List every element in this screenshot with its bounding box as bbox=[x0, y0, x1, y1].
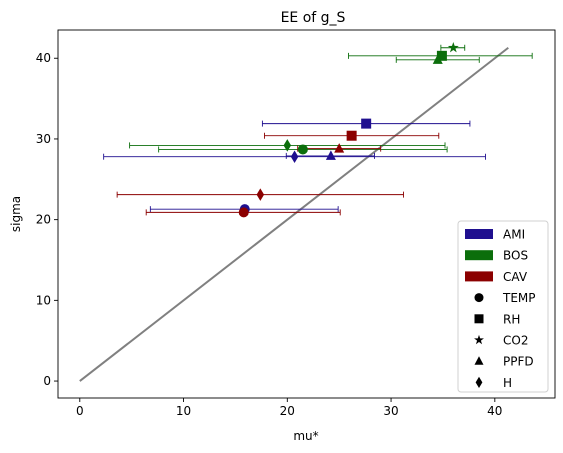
legend-label: H bbox=[503, 376, 512, 390]
legend-entry-rh: RH bbox=[474, 312, 520, 326]
legend-marker bbox=[474, 334, 484, 345]
y-tick-label: 10 bbox=[36, 293, 51, 307]
legend-label: CAV bbox=[503, 270, 528, 284]
legend-label: RH bbox=[503, 312, 520, 326]
legend-marker bbox=[474, 356, 484, 365]
y-tick-label: 0 bbox=[43, 374, 51, 388]
point-cav-h bbox=[256, 188, 265, 201]
legend-swatch bbox=[465, 229, 493, 239]
chart-title: EE of g_S bbox=[281, 10, 346, 26]
legend-label: BOS bbox=[503, 249, 528, 263]
x-tick-label: 0 bbox=[76, 404, 84, 418]
point-cav-temp bbox=[238, 207, 249, 218]
x-tick-label: 30 bbox=[383, 404, 398, 418]
legend-marker bbox=[474, 293, 484, 303]
reference-line bbox=[79, 46, 509, 382]
legend-marker bbox=[474, 314, 484, 324]
y-axis-label: sigma bbox=[9, 196, 23, 232]
legend-box bbox=[457, 220, 549, 393]
legend-swatch bbox=[465, 271, 493, 282]
point-ami-h bbox=[290, 150, 299, 163]
x-axis: 0 10 20 30 40 bbox=[76, 398, 502, 418]
point-bos-temp bbox=[297, 144, 308, 155]
y-tick-label: 40 bbox=[36, 51, 51, 65]
legend-label: TEMP bbox=[502, 291, 536, 305]
legend-entry-h: H bbox=[475, 376, 512, 390]
point-bos-h bbox=[283, 139, 292, 152]
x-tick-label: 40 bbox=[487, 404, 502, 418]
legend-marker bbox=[475, 376, 483, 389]
legend-entry-ami: AMI bbox=[465, 228, 525, 242]
legend-label: AMI bbox=[503, 228, 525, 242]
legend-entry-cav: CAV bbox=[465, 270, 528, 284]
point-bos-ppfd bbox=[432, 54, 443, 64]
x-tick-label: 10 bbox=[176, 404, 191, 418]
point-bos-co2 bbox=[447, 42, 459, 53]
plot-frame bbox=[57, 29, 556, 399]
plot-area bbox=[79, 42, 533, 382]
point-cav-rh bbox=[346, 130, 357, 141]
legend-entry-co2: CO2 bbox=[474, 334, 528, 348]
y-axis: 0 10 20 30 40 bbox=[36, 51, 58, 388]
point-bos-rh bbox=[436, 50, 447, 61]
legend-swatch bbox=[465, 250, 493, 261]
legend-entry-temp: TEMP bbox=[474, 291, 536, 305]
y-tick-label: 20 bbox=[36, 213, 51, 227]
legend-entry-ppfd: PPFD bbox=[474, 355, 534, 369]
legend-entry-bos: BOS bbox=[465, 249, 528, 263]
x-tick-label: 20 bbox=[280, 404, 295, 418]
x-axis-label: mu* bbox=[293, 429, 318, 443]
point-cav-ppfd bbox=[334, 143, 345, 153]
legend-label: CO2 bbox=[503, 334, 528, 348]
point-ami-rh bbox=[361, 118, 372, 129]
point-ami-ppfd bbox=[325, 150, 336, 160]
y-tick-label: 30 bbox=[36, 132, 51, 146]
legend-label: PPFD bbox=[503, 355, 534, 369]
legend: AMI BOS CAV TEMP RH CO2 PPFD H bbox=[457, 220, 549, 393]
